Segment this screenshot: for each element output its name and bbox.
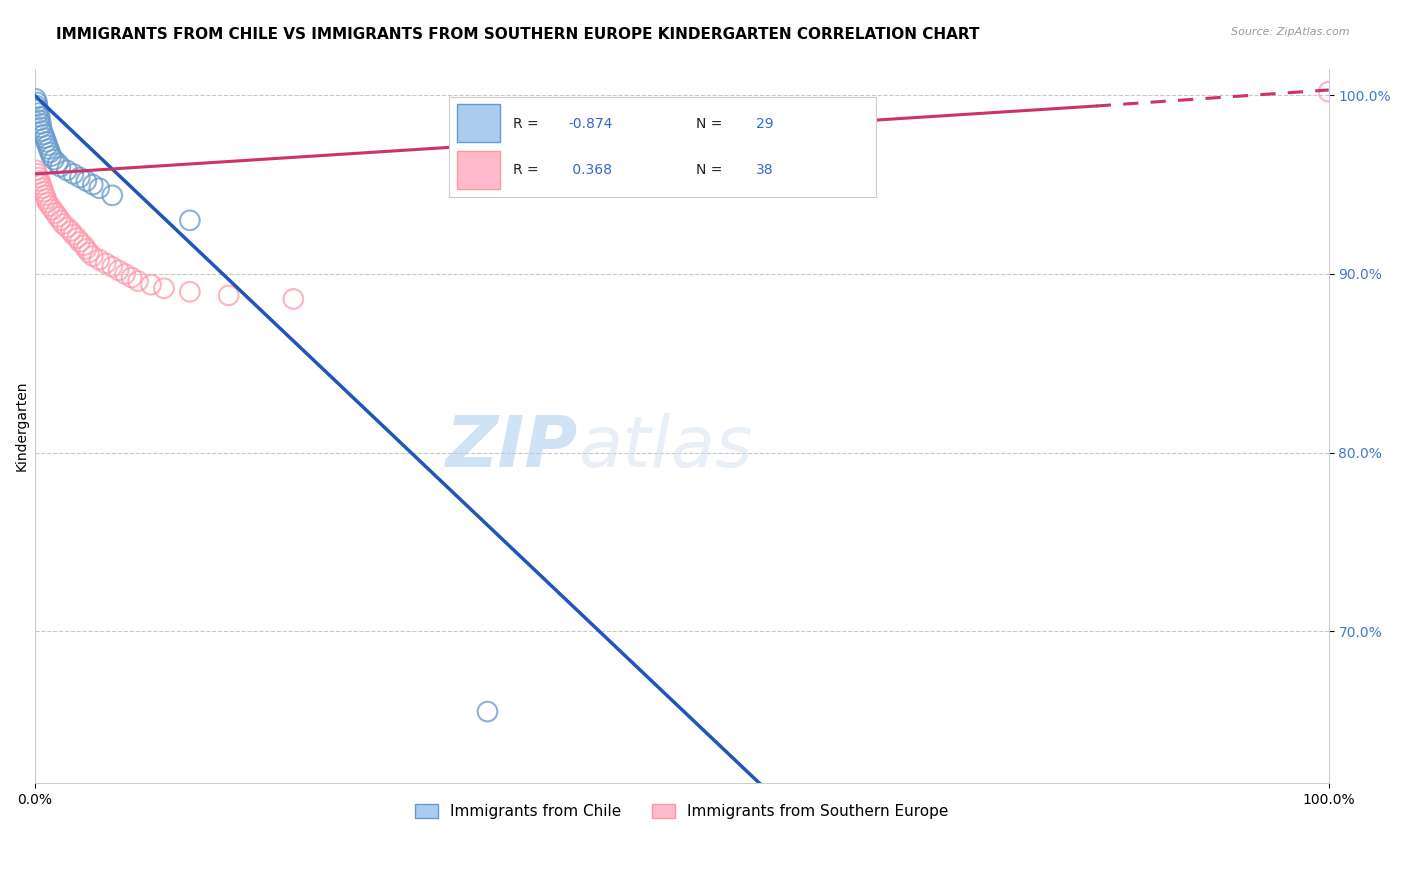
Y-axis label: Kindergarten: Kindergarten [15, 381, 30, 471]
Point [25, 99, 48, 113]
Point [24, 163, 46, 178]
Point [37, 138, 59, 153]
Point [25, 95, 48, 110]
Point [42, 153, 65, 167]
Point [477, 705, 499, 719]
Point [28, 110, 51, 124]
Point [101, 188, 124, 202]
Point [101, 260, 124, 274]
Point [75, 174, 97, 188]
Point [94, 256, 117, 270]
Point [30, 117, 52, 131]
Point [41, 202, 63, 217]
Point [69, 235, 91, 249]
Point [39, 145, 62, 160]
Point [179, 213, 201, 227]
Point [34, 188, 56, 202]
Point [30, 120, 52, 135]
Text: Source: ZipAtlas.com: Source: ZipAtlas.com [1232, 27, 1350, 37]
Point [59, 224, 82, 238]
Point [107, 263, 129, 277]
Point [46, 156, 69, 170]
Point [41, 149, 63, 163]
Text: atlas: atlas [578, 413, 752, 482]
Point [49, 213, 72, 227]
Point [62, 167, 84, 181]
Point [218, 288, 240, 302]
Point [28, 113, 51, 128]
Point [82, 178, 104, 192]
Point [73, 238, 96, 252]
Point [32, 185, 55, 199]
Point [62, 227, 84, 242]
Point [38, 142, 60, 156]
Point [69, 170, 91, 185]
Point [44, 206, 66, 220]
Point [35, 192, 58, 206]
Point [66, 231, 89, 245]
Point [27, 103, 49, 117]
Point [46, 210, 69, 224]
Point [34, 131, 56, 145]
Point [114, 267, 136, 281]
Point [77, 245, 100, 260]
Point [179, 285, 201, 299]
Point [153, 281, 176, 295]
Point [35, 135, 58, 149]
Point [37, 195, 59, 210]
Point [32, 128, 55, 142]
Point [56, 220, 79, 235]
Point [31, 181, 53, 195]
Point [82, 249, 104, 263]
Point [30, 178, 52, 192]
Point [121, 270, 143, 285]
Point [25, 167, 48, 181]
Point [56, 163, 79, 178]
Text: IMMIGRANTS FROM CHILE VS IMMIGRANTS FROM SOUTHERN EUROPE KINDERGARTEN CORRELATIO: IMMIGRANTS FROM CHILE VS IMMIGRANTS FROM… [56, 27, 980, 42]
Point [75, 242, 97, 256]
Point [24, 92, 46, 106]
Point [39, 199, 62, 213]
Point [27, 170, 49, 185]
Point [27, 106, 49, 120]
Point [283, 292, 305, 306]
Text: ZIP: ZIP [446, 413, 578, 482]
Legend: Immigrants from Chile, Immigrants from Southern Europe: Immigrants from Chile, Immigrants from S… [409, 798, 955, 825]
Point [89, 252, 111, 267]
Point [49, 160, 72, 174]
Point [1317, 85, 1340, 99]
Point [127, 274, 149, 288]
Point [139, 277, 162, 292]
Point [89, 181, 111, 195]
Point [31, 124, 53, 138]
Point [52, 217, 75, 231]
Point [28, 174, 51, 188]
